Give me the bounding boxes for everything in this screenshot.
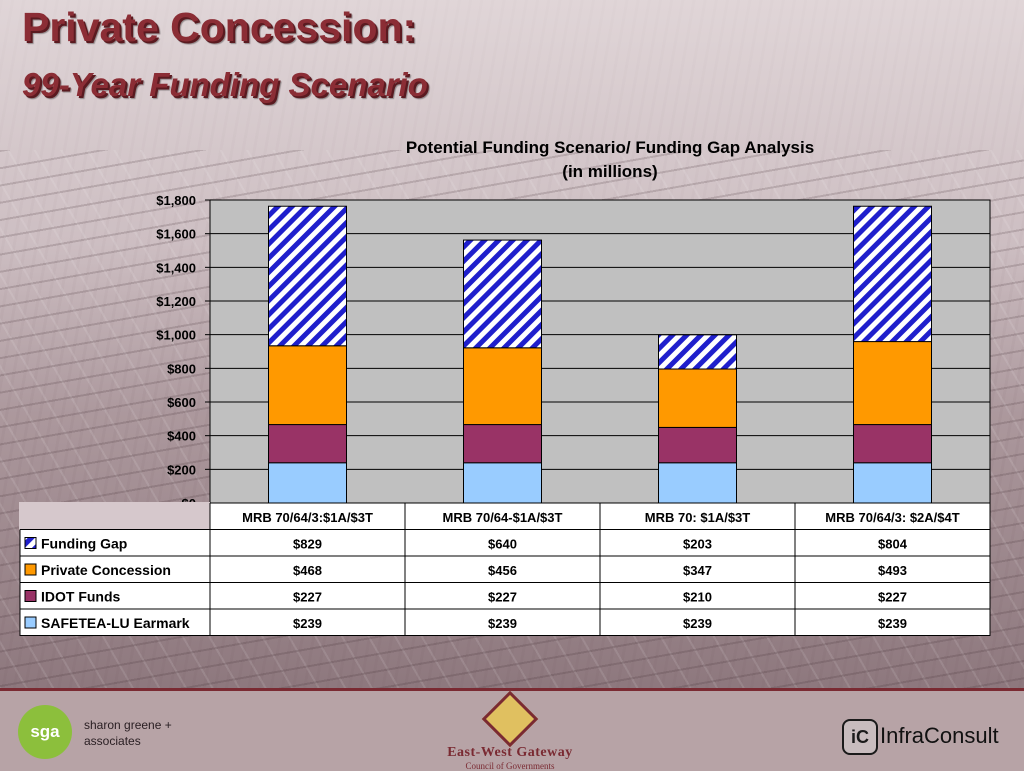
y-tick-label: $1,600 — [156, 227, 196, 242]
table-cell-value: $239 — [488, 616, 517, 631]
y-tick-label: $1,800 — [156, 193, 196, 208]
bar-segment — [463, 424, 542, 464]
x-category-label: MRB 70/64-$1A/$3T — [443, 510, 563, 525]
table-cell-value: $804 — [878, 537, 908, 552]
bar-segment — [853, 462, 932, 504]
chart-title-block: Potential Funding Scenario/ Funding Gap … — [300, 136, 920, 184]
bar-segment — [658, 368, 737, 428]
x-category-label: MRB 70/64/3:$1A/$3T — [242, 510, 373, 525]
table-cell-value: $227 — [878, 590, 907, 605]
table-cell-value: $640 — [488, 537, 517, 552]
sga-logo: sga — [18, 705, 72, 759]
funding-chart: $0$200$400$600$800$1,000$1,200$1,400$1,6… — [19, 193, 991, 636]
table-cell-value: $468 — [293, 563, 322, 578]
y-tick-label: $1,000 — [156, 328, 196, 343]
y-tick-label: $800 — [167, 361, 196, 376]
table-cell-value: $829 — [293, 537, 322, 552]
table-corner — [19, 502, 210, 530]
table-cell-value: $227 — [488, 590, 517, 605]
table-cell-value: $239 — [878, 616, 907, 631]
bar-segment — [658, 334, 737, 370]
table-cell-value: $210 — [683, 590, 712, 605]
bar-segment — [658, 426, 737, 464]
table-cell-value: $227 — [293, 590, 322, 605]
bar-segment — [268, 345, 347, 426]
x-category-label: MRB 70: $1A/$3T — [645, 510, 751, 525]
bar-segment — [853, 341, 932, 426]
table-cell-value: $456 — [488, 563, 517, 578]
table-cell-value: $347 — [683, 563, 712, 578]
bar-segment — [463, 462, 542, 504]
infraconsult-icon: iC — [842, 719, 878, 755]
legend-key — [24, 616, 37, 629]
table-cell-value: $203 — [683, 537, 712, 552]
legend-key — [24, 537, 37, 549]
ewg-diamond-icon — [481, 690, 539, 748]
y-tick-label: $1,200 — [156, 294, 196, 309]
y-tick-label: $400 — [167, 429, 196, 444]
sga-name: sharon greene + associates — [84, 718, 172, 748]
bar-segment — [268, 462, 347, 504]
legend-label: Funding Gap — [41, 536, 127, 552]
bar-segment — [658, 462, 737, 504]
legend-key — [24, 563, 37, 576]
bar-segment — [268, 424, 347, 464]
legend-label: IDOT Funds — [41, 589, 121, 605]
footer-bar: sga sharon greene + associates East-West… — [0, 688, 1024, 771]
legend-key — [24, 590, 37, 602]
bar-segment — [853, 205, 932, 343]
slide-subtitle: 99-Year Funding Scenario — [22, 66, 428, 103]
legend-label: Private Concession — [41, 562, 171, 578]
table-cell-value: $239 — [293, 616, 322, 631]
slide-title: Private Concession: — [22, 4, 417, 50]
ewg-subtitle: Council of Governments — [465, 761, 555, 771]
table-cell-value: $493 — [878, 563, 907, 578]
legend-label: SAFETEA-LU Earmark — [41, 615, 190, 631]
bar-segment — [268, 205, 347, 347]
bar-segment — [463, 347, 542, 426]
y-tick-label: $1,400 — [156, 260, 196, 275]
table-cell-value: $239 — [683, 616, 712, 631]
y-tick-label: $600 — [167, 395, 196, 410]
infraconsult-name: InfraConsult — [880, 723, 999, 748]
chart-subtitle: (in millions) — [562, 162, 658, 181]
x-category-label: MRB 70/64/3: $2A/$4T — [825, 510, 959, 525]
chart-title: Potential Funding Scenario/ Funding Gap … — [405, 138, 815, 157]
ewg-name: East-West Gateway — [447, 745, 573, 760]
bar-segment — [853, 424, 932, 464]
y-tick-label: $200 — [167, 462, 196, 477]
ewg-logo: East-West Gateway Council of Governments — [420, 690, 600, 771]
bar-segment — [463, 239, 542, 349]
